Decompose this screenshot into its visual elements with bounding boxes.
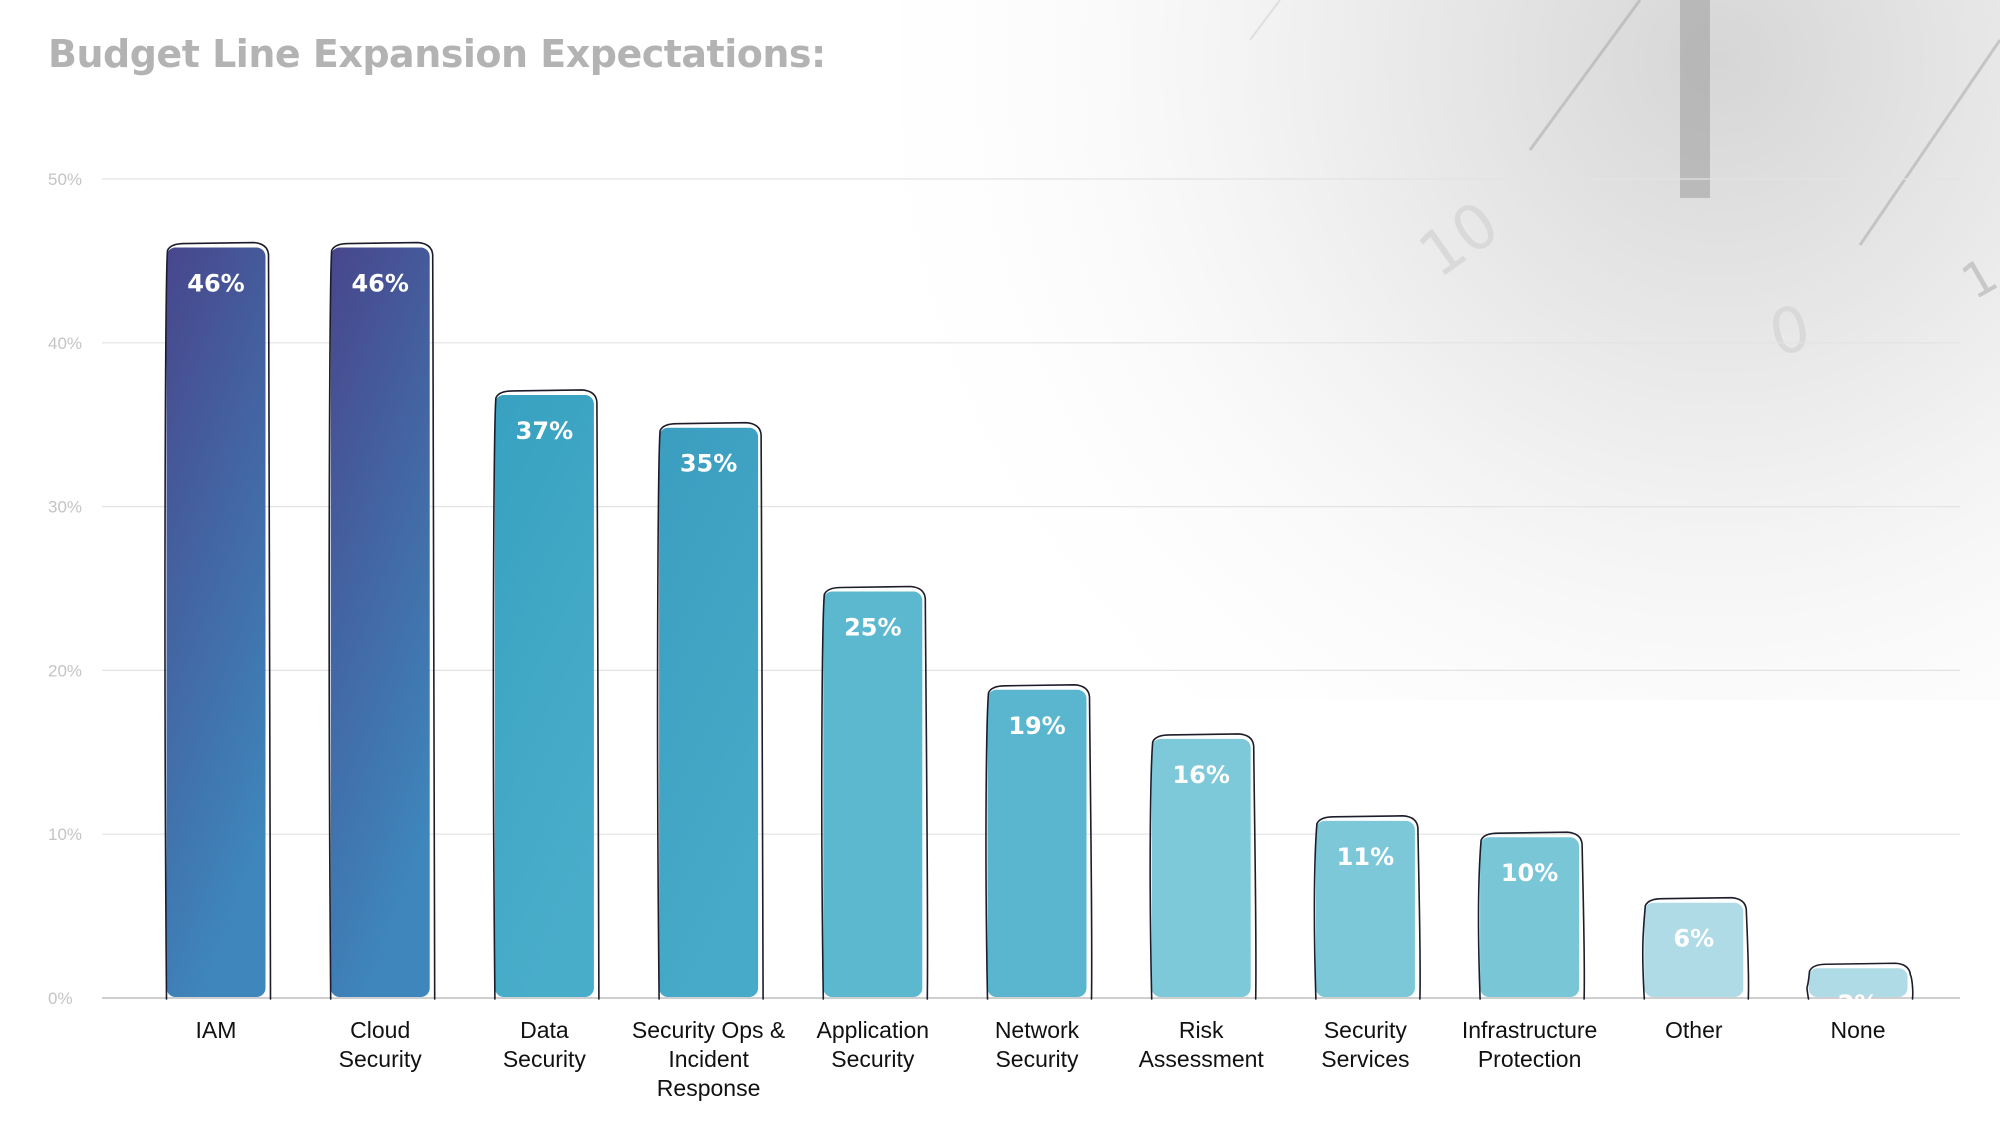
- bar-value-label: 37%: [516, 417, 573, 445]
- bar: [987, 689, 1087, 997]
- x-category-label: None: [1831, 1017, 1886, 1043]
- x-category-label: Security Ops & Incident Response: [632, 1017, 785, 1101]
- bar-value-label: 46%: [351, 270, 408, 298]
- x-category-label: Infrastructure Protection: [1462, 1017, 1598, 1072]
- y-axis: 0% 10% 20% 30% 40% 50%: [48, 170, 82, 1008]
- bar-value-label: 11%: [1337, 843, 1394, 871]
- bar-outline: [1313, 815, 1421, 1000]
- x-category-label: Risk Assessment: [1139, 1017, 1265, 1072]
- bar-value-label: 19%: [1008, 712, 1065, 740]
- bar-outline: [1477, 831, 1586, 1000]
- x-category-label: Network Security: [995, 1017, 1080, 1072]
- bar: [1151, 738, 1251, 997]
- bar-value-label: 46%: [187, 270, 244, 298]
- y-tick-label: 40%: [48, 334, 82, 353]
- bar: [659, 427, 759, 997]
- bar-value-label: 6%: [1673, 925, 1714, 953]
- x-category-label: Data Security: [503, 1017, 587, 1072]
- y-tick-label: 0%: [48, 989, 73, 1008]
- bar-value-label: 16%: [1172, 761, 1229, 789]
- bars: [164, 241, 1914, 1000]
- bar-outline: [1806, 962, 1914, 1000]
- bar-outline: [328, 241, 436, 1000]
- y-tick-label: 30%: [48, 498, 82, 517]
- bar-outline: [1149, 733, 1257, 1000]
- x-category-label: Other: [1665, 1017, 1723, 1043]
- x-category-label: IAM: [196, 1017, 237, 1043]
- y-tick-label: 10%: [48, 825, 82, 844]
- bar: [330, 247, 430, 997]
- x-category-label: Cloud Security: [339, 1017, 423, 1072]
- bar: [1644, 902, 1744, 997]
- bar-outline: [492, 389, 600, 1000]
- x-category-label: Security Services: [1321, 1017, 1409, 1072]
- x-category-label: Application Security: [817, 1017, 930, 1072]
- bar-outline: [164, 241, 272, 1000]
- value-labels: 46% 46% 37% 35% 25% 19% 16% 11% 10% 6% 2%: [187, 270, 1878, 1019]
- bar-outline: [656, 421, 765, 1000]
- bar-outline: [1641, 896, 1750, 1000]
- bar: [494, 394, 594, 997]
- bar: [1315, 820, 1415, 997]
- bar-value-label: 35%: [680, 450, 737, 478]
- bar: [1808, 968, 1908, 997]
- x-axis: IAM Cloud Security Data Security Security Ops…: [196, 1017, 1886, 1101]
- bar: [166, 247, 266, 997]
- bar-value-label: 2%: [1838, 990, 1879, 1018]
- bar-value-label: 10%: [1501, 859, 1558, 887]
- bar-value-label: 25%: [844, 614, 901, 642]
- bar-outline: [985, 683, 1093, 1000]
- bar: [823, 591, 923, 997]
- bar: [1480, 837, 1580, 997]
- chart-title: Budget Line Expansion Expectations:: [48, 32, 826, 76]
- y-tick-label: 50%: [48, 170, 82, 189]
- y-tick-label: 20%: [48, 661, 82, 680]
- bar-outline: [820, 585, 929, 1000]
